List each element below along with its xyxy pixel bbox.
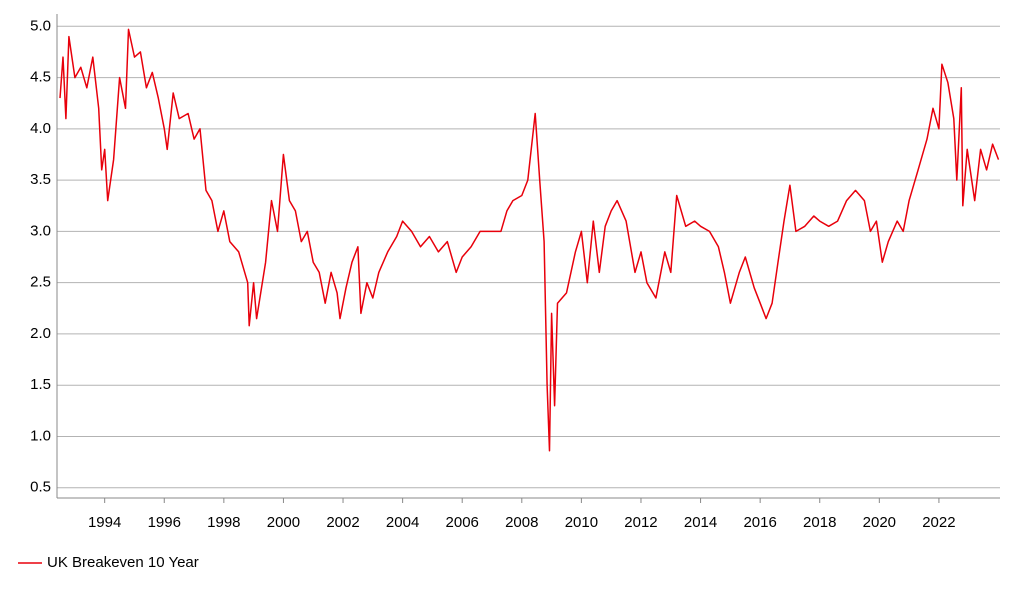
x-tick-label: 2012 (624, 514, 657, 531)
legend-label: UK Breakeven 10 Year (47, 554, 199, 571)
line (59, 28, 1000, 452)
y-tick-label: 4.5 (30, 69, 51, 86)
x-tick-label: 2008 (505, 514, 538, 531)
y-tick-label: 3.0 (30, 222, 51, 239)
y-tick-label: 1.5 (30, 376, 51, 393)
y-tick-label: 1.0 (30, 427, 51, 444)
x-tick-label: 2000 (267, 514, 300, 531)
y-tick-label: 4.0 (30, 120, 51, 137)
x-tick-label: 2006 (446, 514, 479, 531)
y-tick-label: 2.0 (30, 325, 51, 342)
x-tick-label: 2018 (803, 514, 836, 531)
x-tick-label: 1998 (207, 514, 240, 531)
x-tick-label: 2010 (565, 514, 598, 531)
y-tick-label: 2.5 (30, 274, 51, 291)
x-tick-label: 1994 (88, 514, 121, 531)
x-tick-label: 2002 (326, 514, 359, 531)
y-tick-label: 3.5 (30, 171, 51, 188)
x-tick-label: 2014 (684, 514, 717, 531)
x-tick-label: 2016 (743, 514, 776, 531)
x-tick-label: 2020 (863, 514, 896, 531)
x-tick-label: 2022 (922, 514, 955, 531)
y-tick-label: 0.5 (30, 479, 51, 496)
y-tick-label: 5.0 (30, 17, 51, 34)
x-tick-label: 1996 (148, 514, 181, 531)
x-tick-label: 2004 (386, 514, 419, 531)
